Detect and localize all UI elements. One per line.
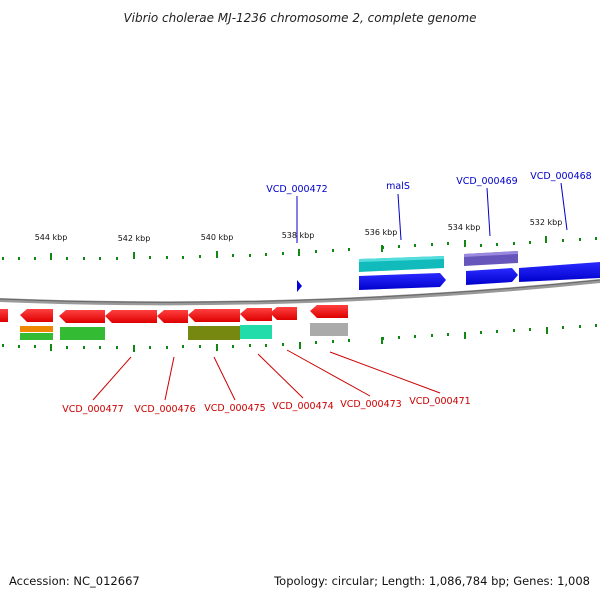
gene-label-vcd-000474[interactable]: VCD_000474: [272, 401, 333, 412]
gene-vcd-000469[interactable]: [466, 268, 518, 285]
gene-red-arrow[interactable]: [0, 309, 8, 322]
forward-label-lines: [296, 182, 568, 243]
reverse-label-lines: [92, 349, 441, 401]
tick-label: 542 kbp: [118, 234, 151, 243]
chromosome-backbone: [0, 279, 600, 306]
reverse-strand-genes: [0, 305, 348, 323]
gene-label-mals[interactable]: malS: [386, 181, 410, 192]
gene-vcd-000477[interactable]: [59, 310, 105, 323]
gene-label-vcd-000477[interactable]: VCD_000477: [62, 404, 123, 415]
tick-label: 540 kbp: [201, 233, 234, 242]
gene-vcd-000468[interactable]: [519, 262, 600, 282]
gene-label-vcd-000475[interactable]: VCD_000475: [204, 403, 265, 414]
gene-label-vcd-000471[interactable]: VCD_000471: [409, 396, 470, 407]
band-orange: [20, 326, 53, 332]
band-green: [20, 333, 53, 340]
gene-vcd-000472[interactable]: [297, 280, 302, 292]
tick-labels: 544 kbp 542 kbp 540 kbp 538 kbp 536 kbp …: [35, 218, 563, 243]
gene-red-arrow[interactable]: [157, 310, 188, 323]
gene-label-vcd-000473[interactable]: VCD_000473: [340, 399, 401, 410]
gene-vcd-000473[interactable]: [310, 305, 348, 318]
gene-label-vcd-000468[interactable]: VCD_000468: [530, 171, 591, 182]
tick-label: 532 kbp: [530, 218, 563, 227]
tick-label: 538 kbp: [282, 231, 315, 240]
gene-label-vcd-000469[interactable]: VCD_000469: [456, 176, 517, 187]
tick-label: 534 kbp: [448, 223, 481, 232]
accession-text: Accession: NC_012667: [9, 574, 140, 588]
band-olive: [188, 326, 240, 340]
forward-strand-genes: [297, 251, 600, 292]
gene-purple-band-highlight: [464, 251, 518, 257]
forward-gene-labels: VCD_000472 malS VCD_000469 VCD_000468: [266, 171, 591, 195]
gene-red-arrow[interactable]: [270, 307, 297, 320]
feature-bands: [20, 323, 348, 340]
gene-cyan-band-highlight: [359, 256, 444, 262]
tick-label: 544 kbp: [35, 233, 68, 242]
reverse-gene-labels: VCD_000477 VCD_000476 VCD_000475 VCD_000…: [62, 396, 470, 415]
band-grey: [310, 323, 348, 336]
gene-red-arrow[interactable]: [20, 309, 53, 322]
band-teal: [240, 325, 272, 339]
genome-summary-text: Topology: circular; Length: 1,086,784 bp…: [273, 574, 590, 588]
gene-vcd-000474[interactable]: [240, 308, 272, 321]
outer-tick-ring: [2, 237, 597, 260]
tick-label: 536 kbp: [365, 228, 398, 237]
chromosome-backbone-highlight: [0, 279, 600, 303]
gene-label-vcd-000472[interactable]: VCD_000472: [266, 184, 327, 195]
gene-mals[interactable]: [359, 273, 446, 290]
gene-vcd-000476[interactable]: [105, 310, 157, 323]
band-green: [60, 327, 105, 340]
inner-major-ticks: [50, 327, 548, 352]
inner-tick-ring: [2, 324, 597, 349]
map-title: Vibrio cholerae MJ-1236 chromosome 2, co…: [123, 11, 476, 25]
gene-vcd-000475[interactable]: [188, 309, 240, 322]
gene-label-vcd-000476[interactable]: VCD_000476: [134, 404, 195, 415]
outer-major-ticks: [50, 236, 547, 260]
